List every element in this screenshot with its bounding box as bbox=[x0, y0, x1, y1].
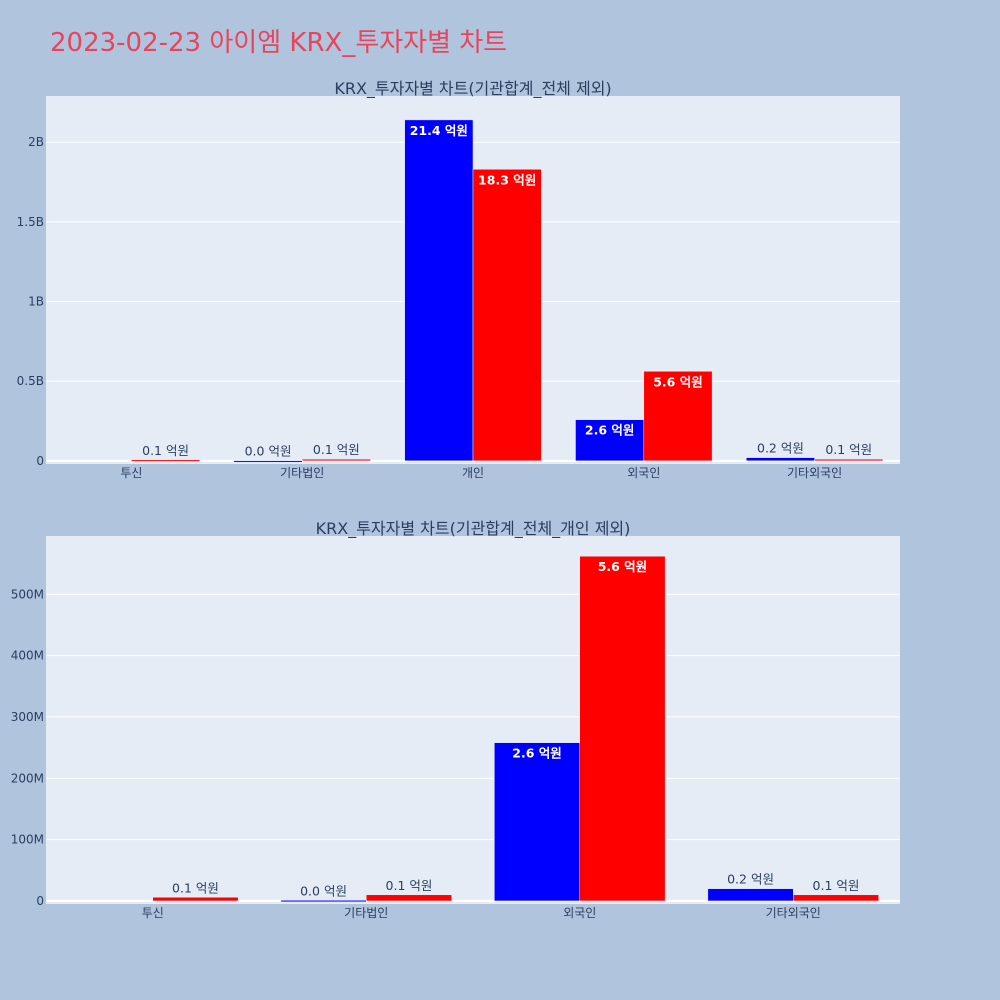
data-label: 0.1 억원 bbox=[142, 443, 189, 458]
y-tick-label: 0 bbox=[36, 454, 44, 468]
bar-buy bbox=[404, 119, 474, 462]
page-title: 2023-02-23 아이엠 KRX_투자자별 차트 bbox=[50, 28, 508, 58]
bar-buy bbox=[494, 742, 581, 902]
y-tick-label: 0.5B bbox=[17, 374, 44, 388]
bar-sell bbox=[472, 169, 542, 462]
y-tick-label: 100M bbox=[11, 833, 44, 847]
y-tick-label: 1B bbox=[28, 295, 44, 309]
x-tick-label: 기타법인 bbox=[344, 906, 388, 920]
bar-buy bbox=[233, 460, 303, 463]
plot-area-2 bbox=[46, 536, 900, 904]
bar-sell bbox=[366, 894, 452, 902]
data-label: 5.6 억원 bbox=[653, 374, 703, 389]
data-label: 0.1 억원 bbox=[172, 880, 219, 895]
bar-sell bbox=[643, 371, 713, 462]
bar-sell bbox=[814, 458, 884, 462]
data-label: 21.4 억원 bbox=[410, 123, 468, 138]
y-tick-label: 300M bbox=[11, 710, 44, 724]
bar-buy bbox=[280, 900, 367, 903]
x-tick-label: 외국인 bbox=[627, 466, 660, 480]
data-label: 2.6 억원 bbox=[585, 423, 635, 438]
data-label: 0.0 억원 bbox=[300, 883, 347, 898]
data-label: 18.3 억원 bbox=[478, 172, 536, 187]
x-tick-label: 투신 bbox=[142, 906, 164, 920]
data-label: 0.1 억원 bbox=[313, 442, 360, 457]
x-tick-label: 투신 bbox=[120, 466, 142, 480]
bar-sell bbox=[793, 894, 879, 902]
y-tick-label: 0 bbox=[36, 894, 44, 908]
x-tick-label: 개인 bbox=[462, 466, 484, 480]
y-tick-label: 1.5B bbox=[17, 215, 44, 229]
bar-sell bbox=[152, 897, 239, 902]
x-tick-label: 외국인 bbox=[563, 906, 596, 920]
data-label: 0.2 억원 bbox=[757, 441, 804, 456]
chart-title-1: KRX_투자자별 차트(기관합계_전체 제외) bbox=[334, 79, 611, 99]
data-label: 5.6 억원 bbox=[598, 559, 648, 574]
y-tick-label: 400M bbox=[11, 649, 44, 663]
data-label: 0.2 억원 bbox=[727, 872, 774, 887]
bar-buy bbox=[575, 419, 645, 462]
bar-sell bbox=[301, 458, 371, 462]
y-tick-label: 200M bbox=[11, 771, 44, 785]
data-label: 0.0 억원 bbox=[245, 444, 292, 459]
data-label: 0.1 억원 bbox=[386, 878, 433, 893]
chart-title-2: KRX_투자자별 차트(기관합계_전체_개인 제외) bbox=[316, 519, 631, 539]
bar-sell bbox=[131, 459, 200, 462]
bar-buy bbox=[707, 888, 794, 902]
data-label: 2.6 억원 bbox=[512, 746, 562, 761]
bar-sell bbox=[579, 555, 666, 902]
bar-buy bbox=[746, 457, 815, 462]
x-tick-label: 기타법인 bbox=[280, 466, 324, 480]
y-tick-label: 500M bbox=[11, 587, 44, 601]
x-tick-label: 기타외국인 bbox=[787, 466, 842, 480]
data-label: 0.1 억원 bbox=[813, 878, 860, 893]
y-tick-label: 2B bbox=[28, 135, 44, 149]
data-label: 0.1 억원 bbox=[825, 442, 872, 457]
x-tick-label: 기타외국인 bbox=[766, 906, 821, 920]
